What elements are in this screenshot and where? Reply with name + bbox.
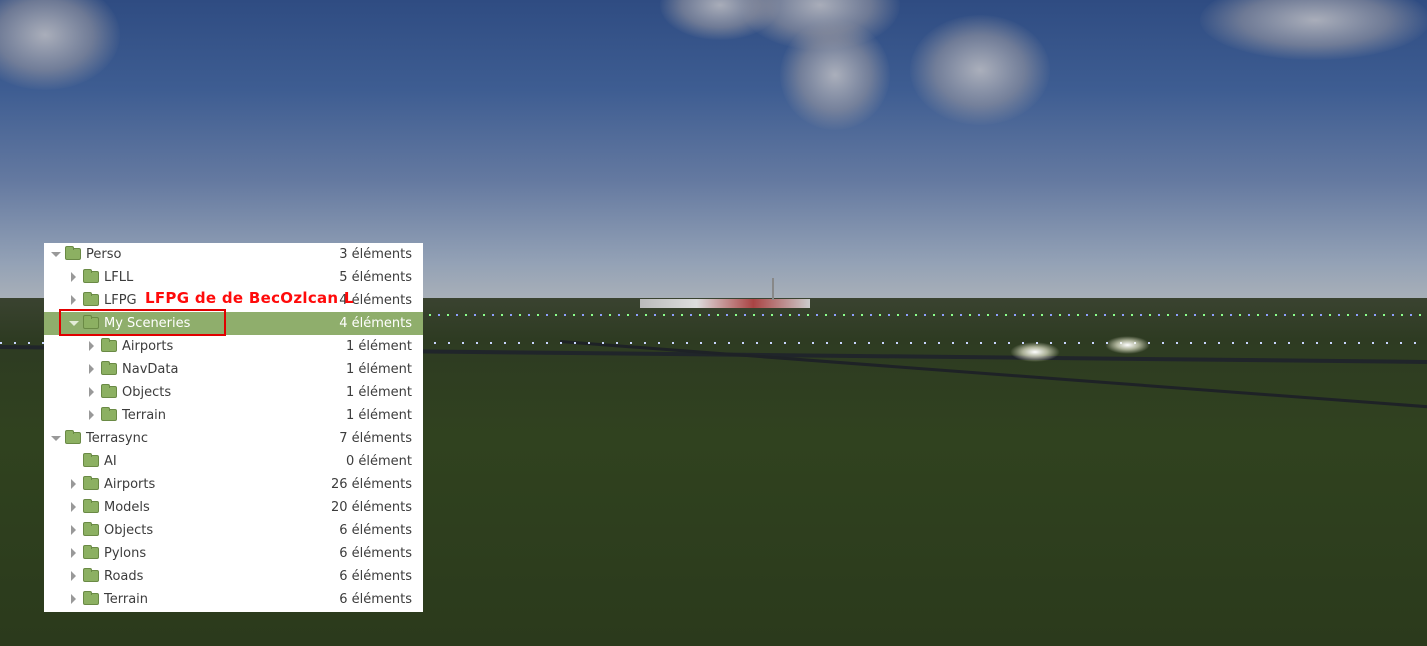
tree-row-label: Objects <box>104 523 154 538</box>
tree-row-count: 7 éléments <box>339 431 412 446</box>
folder-icon <box>83 545 99 559</box>
expander-collapsed-icon[interactable] <box>71 548 76 558</box>
tree-row-count: 1 élément <box>345 385 412 400</box>
tree-row-label: Pylons <box>104 546 147 561</box>
cloud <box>780 20 890 130</box>
folder-icon <box>65 246 81 260</box>
tree-row-terrasync[interactable]: Terrasync 7 éléments <box>44 427 423 450</box>
expander-collapsed-icon[interactable] <box>89 387 94 397</box>
expander-collapsed-icon[interactable] <box>71 272 76 282</box>
expander-collapsed-icon[interactable] <box>71 571 76 581</box>
tree-row-label: AI <box>104 454 117 469</box>
expander-collapsed-icon[interactable] <box>71 502 76 512</box>
folder-icon <box>101 361 117 375</box>
tree-row-objects[interactable]: Objects 1 élément <box>44 381 423 404</box>
tree-row-label: Roads <box>104 569 144 584</box>
tree-row-label: NavData <box>122 362 179 377</box>
folder-icon <box>83 499 99 513</box>
airport-buildings <box>640 299 810 308</box>
tree-row-terrain[interactable]: Terrain 1 élément <box>44 404 423 427</box>
tree-row-count: 6 éléments <box>339 569 412 584</box>
tree-row-label: Terrain <box>122 408 167 423</box>
scenery-tree-panel: Perso 3 éléments LFLL 5 éléments LFPG 4 éléme… <box>44 243 423 612</box>
tree-row-label: Models <box>104 500 150 515</box>
folder-icon <box>83 476 99 490</box>
tree-row-models[interactable]: Models 20 éléments <box>44 496 423 519</box>
tree-row-count: 6 éléments <box>339 546 412 561</box>
tree-row-label: LFPG <box>104 293 137 308</box>
folder-icon <box>83 269 99 283</box>
tree-row-label: Terrain <box>104 592 149 607</box>
tree-row-terrain[interactable]: Terrain 6 éléments <box>44 588 423 611</box>
expander-collapsed-icon[interactable] <box>71 295 76 305</box>
tree-row-perso[interactable]: Perso 3 éléments <box>44 243 423 266</box>
folder-icon <box>83 292 99 306</box>
folder-icon <box>83 453 99 467</box>
tree-row-count: 1 élément <box>345 408 412 423</box>
tree-row-count: 1 élément <box>345 339 412 354</box>
tree-row-label: Perso <box>86 247 122 262</box>
expander-collapsed-icon[interactable] <box>89 364 94 374</box>
tree-row-count: 0 élément <box>345 454 412 469</box>
tree-row-count: 4 éléments <box>339 293 412 308</box>
expander-expanded-icon[interactable] <box>69 321 79 326</box>
tree-row-navdata[interactable]: NavData 1 élément <box>44 358 423 381</box>
cloud <box>910 15 1050 125</box>
expander-collapsed-icon[interactable] <box>71 525 76 535</box>
tree-row-label: Terrasync <box>86 431 149 446</box>
folder-icon <box>101 338 117 352</box>
folder-icon <box>101 384 117 398</box>
tree-row-airports[interactable]: Airports 26 éléments <box>44 473 423 496</box>
folder-icon <box>65 430 81 444</box>
tree-row-objects[interactable]: Objects 6 éléments <box>44 519 423 542</box>
expander-expanded-icon[interactable] <box>51 436 61 441</box>
approach-light <box>1105 336 1150 354</box>
runway-lights <box>420 314 1427 316</box>
folder-icon <box>83 522 99 536</box>
expander-collapsed-icon[interactable] <box>71 479 76 489</box>
tree-row-label: My Sceneries <box>104 316 191 331</box>
folder-icon <box>83 568 99 582</box>
tree-row-label: LFLL <box>104 270 134 285</box>
tower <box>772 278 774 300</box>
tree-row-my-sceneries[interactable]: My Sceneries 4 éléments <box>44 312 423 335</box>
tree-row-pylons[interactable]: Pylons 6 éléments <box>44 542 423 565</box>
highlight-box <box>59 309 226 336</box>
approach-light <box>1010 342 1060 362</box>
runway-lights <box>0 342 1427 344</box>
tree-row-label: Airports <box>104 477 156 492</box>
annotation-text: LFPG de de BecOzlcan L <box>145 289 354 307</box>
tree-row-count: 26 éléments <box>330 477 412 492</box>
tree-row-count: 20 éléments <box>330 500 412 515</box>
expander-collapsed-icon[interactable] <box>89 341 94 351</box>
tree-row-label: Objects <box>122 385 172 400</box>
tree-row-count: 5 éléments <box>339 270 412 285</box>
expander-expanded-icon[interactable] <box>51 252 61 257</box>
tree-row-lfll[interactable]: LFLL 5 éléments <box>44 266 423 289</box>
tree-row-count: 1 élément <box>345 362 412 377</box>
tree-row-roads[interactable]: Roads 6 éléments <box>44 565 423 588</box>
tree-row-count: 3 éléments <box>339 247 412 262</box>
expander-collapsed-icon[interactable] <box>89 410 94 420</box>
tree-row-ai[interactable]: AI 0 élément <box>44 450 423 473</box>
tree-row-airports[interactable]: Airports 1 élément <box>44 335 423 358</box>
folder-icon <box>83 591 99 605</box>
expander-collapsed-icon[interactable] <box>71 594 76 604</box>
folder-icon <box>83 315 99 329</box>
tree-row-count: 4 éléments <box>339 316 412 331</box>
tree-row-lfpg[interactable]: LFPG 4 éléments <box>44 289 423 312</box>
tree-row-label: Airports <box>122 339 174 354</box>
tree-row-count: 6 éléments <box>339 523 412 538</box>
folder-icon <box>101 407 117 421</box>
tree-row-count: 6 éléments <box>339 592 412 607</box>
